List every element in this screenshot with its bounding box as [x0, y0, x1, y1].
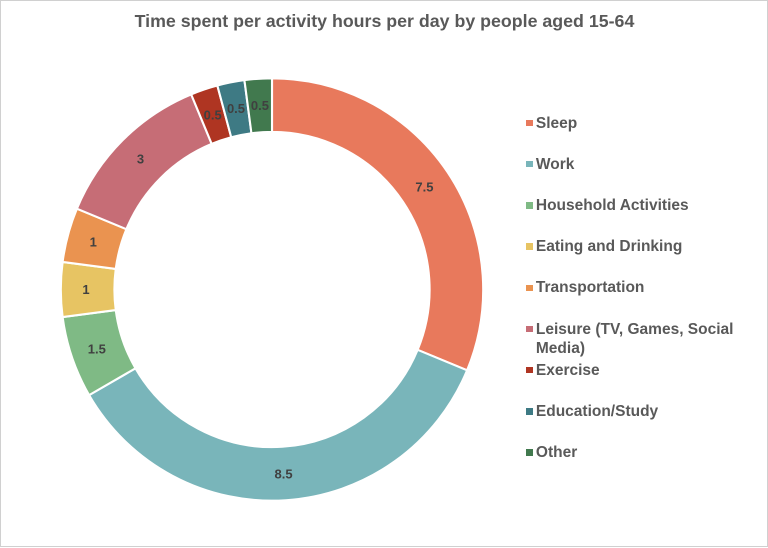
svg-text:1: 1	[90, 234, 97, 249]
svg-text:0.5: 0.5	[204, 107, 222, 122]
svg-text:0.5: 0.5	[251, 98, 269, 113]
svg-text:3: 3	[137, 152, 144, 167]
svg-text:1.5: 1.5	[88, 341, 106, 356]
svg-text:1: 1	[82, 282, 89, 297]
svg-text:8.5: 8.5	[275, 466, 293, 481]
svg-text:0.5: 0.5	[227, 101, 245, 116]
svg-text:7.5: 7.5	[415, 180, 433, 195]
